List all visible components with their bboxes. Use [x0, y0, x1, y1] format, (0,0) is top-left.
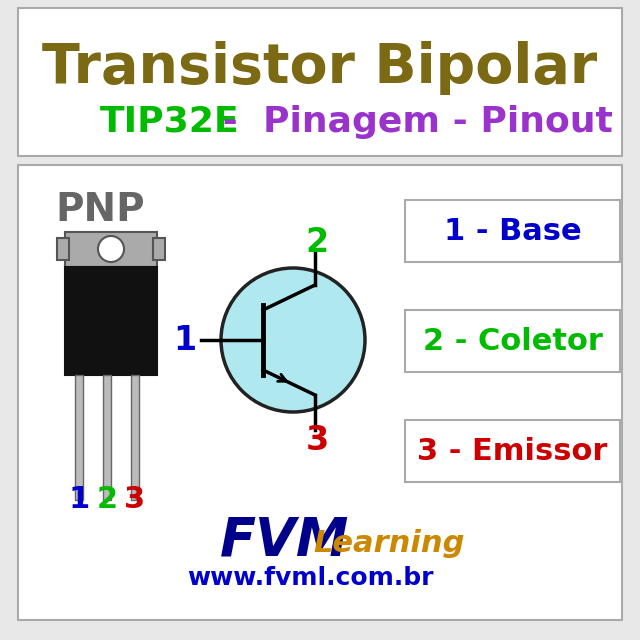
FancyBboxPatch shape: [18, 8, 622, 156]
Text: 2: 2: [305, 225, 328, 259]
Text: Learning: Learning: [313, 529, 465, 559]
Bar: [103, 375, 111, 500]
Text: 3: 3: [305, 424, 328, 456]
Text: www.fvml.com.br: www.fvml.com.br: [187, 566, 433, 590]
Text: TIP32E: TIP32E: [100, 105, 239, 139]
Bar: [57, 238, 69, 260]
Text: 1: 1: [173, 323, 196, 356]
Text: 3 - Emissor: 3 - Emissor: [417, 436, 608, 465]
Bar: [75, 375, 83, 500]
Circle shape: [98, 236, 124, 262]
Bar: [65, 267, 157, 375]
Text: 2: 2: [97, 486, 118, 515]
Text: PNP: PNP: [55, 191, 145, 229]
Text: FVM: FVM: [220, 514, 349, 566]
FancyBboxPatch shape: [18, 165, 622, 620]
FancyBboxPatch shape: [405, 420, 620, 482]
FancyBboxPatch shape: [405, 310, 620, 372]
Text: 1 - Base: 1 - Base: [444, 216, 581, 246]
FancyBboxPatch shape: [405, 200, 620, 262]
Text: Transistor Bipolar: Transistor Bipolar: [42, 41, 598, 95]
Bar: [65, 232, 157, 267]
Text: 2 - Coletor: 2 - Coletor: [422, 326, 602, 355]
Text: -  Pinagem - Pinout: - Pinagem - Pinout: [210, 105, 613, 139]
Circle shape: [221, 268, 365, 412]
Text: 1: 1: [68, 486, 90, 515]
Text: 3: 3: [124, 486, 145, 515]
Bar: [131, 375, 139, 500]
Bar: [153, 238, 165, 260]
